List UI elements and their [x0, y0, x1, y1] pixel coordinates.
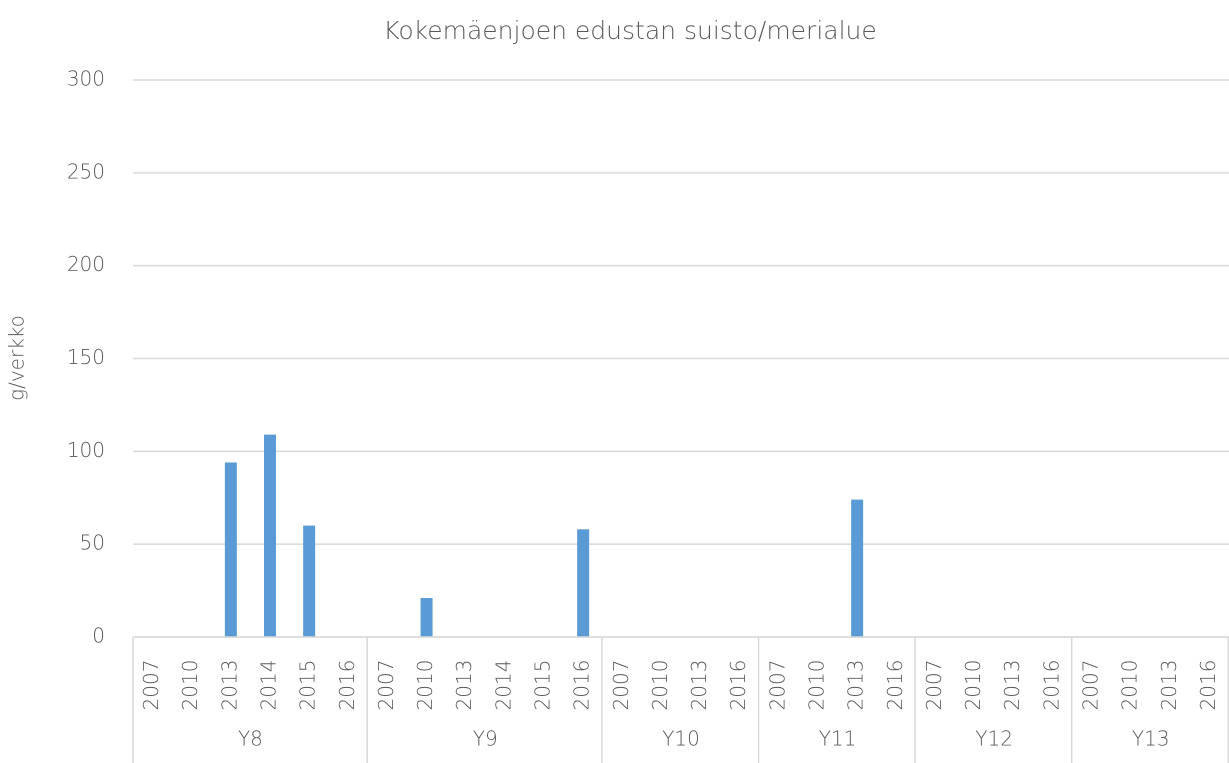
- x-tick-label: 2014: [257, 660, 281, 711]
- group-label: Y13: [1132, 727, 1170, 751]
- x-tick-label: 2007: [922, 660, 946, 711]
- group-label: Y10: [662, 727, 700, 751]
- x-tick-label: 2007: [765, 660, 789, 711]
- x-tick-label: 2010: [1118, 660, 1142, 711]
- bar: [420, 598, 433, 637]
- y-axis-label: g/verkko: [5, 315, 29, 401]
- bar: [264, 434, 276, 637]
- y-tick-label: 150: [67, 345, 105, 369]
- x-tick-label: 2016: [570, 660, 594, 711]
- x-tick-label: 2016: [726, 660, 750, 711]
- y-tick-label: 50: [80, 531, 105, 555]
- x-tick-label: 2013: [1000, 660, 1024, 711]
- x-tick-label: 2007: [609, 660, 633, 711]
- group-label: Y12: [975, 727, 1013, 751]
- x-tick-label: 2016: [1196, 660, 1220, 711]
- group-label: Y8: [238, 727, 263, 751]
- x-tick-label: 2010: [413, 660, 437, 711]
- y-tick-label: 200: [67, 252, 105, 276]
- y-tick-label: 0: [92, 624, 105, 648]
- bar: [577, 529, 590, 637]
- x-tick-label: 2013: [452, 660, 476, 711]
- x-tick-label: 2016: [335, 660, 359, 711]
- x-tick-label: 2013: [217, 660, 241, 711]
- bar: [303, 525, 316, 637]
- group-label: Y11: [819, 727, 857, 751]
- x-tick-label: 2007: [139, 660, 163, 711]
- x-tick-label: 2015: [296, 660, 320, 711]
- bar: [224, 462, 237, 637]
- y-tick-label: 100: [67, 438, 105, 462]
- group-label: Y9: [473, 727, 498, 751]
- x-tick-label: 2016: [1039, 660, 1063, 711]
- x-tick-label: 2013: [1157, 660, 1181, 711]
- x-tick-label: 2013: [687, 660, 711, 711]
- x-tick-label: 2015: [531, 660, 555, 711]
- y-tick-label: 250: [67, 159, 105, 183]
- x-tick-label: 2013: [844, 660, 868, 711]
- x-tick-label: 2016: [883, 660, 907, 711]
- x-tick-label: 2010: [805, 660, 829, 711]
- x-tick-label: 2010: [648, 660, 672, 711]
- x-tick-label: 2007: [1079, 660, 1103, 711]
- x-tick-label: 2010: [178, 660, 202, 711]
- bar: [851, 499, 864, 637]
- y-tick-label: 300: [67, 67, 105, 91]
- chart-title: Kokemäenjoen edustan suisto/merialue: [383, 16, 877, 45]
- x-tick-label: 2010: [961, 660, 985, 711]
- x-tick-label: 2014: [491, 660, 515, 711]
- x-tick-label: 2007: [374, 660, 398, 711]
